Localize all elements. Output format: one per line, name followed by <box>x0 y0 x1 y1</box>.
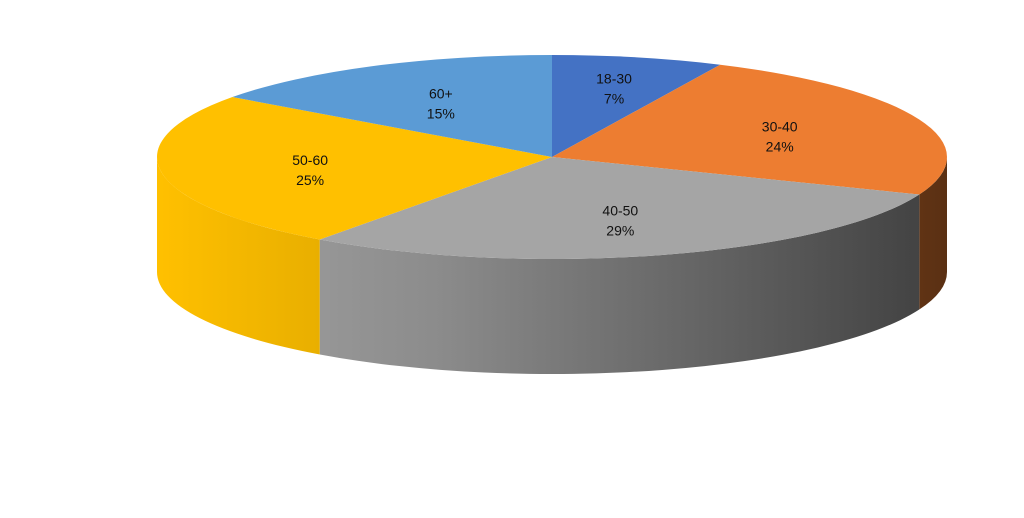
slice-value-label: 15% <box>427 106 455 122</box>
slice-value-label: 25% <box>296 172 324 188</box>
pie-tops <box>156 55 947 259</box>
slice-category-label: 60+ <box>429 86 453 102</box>
slice-value-label: 7% <box>604 90 624 106</box>
pie-side-40-50 <box>319 194 920 374</box>
slice-category-label: 50-60 <box>292 152 328 168</box>
pie-slice-50-60 <box>156 97 552 240</box>
pie-slice-40-50 <box>319 157 920 259</box>
slice-category-label: 18-30 <box>596 70 632 86</box>
pie-labels: 18-30 7% 30-40 24% 40-50 29% 50-60 25% 60+ 15% <box>292 70 798 238</box>
slice-category-label: 40-50 <box>602 203 638 219</box>
slice-value-label: 24% <box>766 139 794 155</box>
pie-slice-18-30 <box>552 55 721 157</box>
slice-category-label: 30-40 <box>762 119 798 135</box>
pie-side-50-60 <box>156 157 320 355</box>
slice-value-label: 29% <box>606 223 634 239</box>
pie-slice-30-40 <box>552 64 947 195</box>
pie-side-30-40 <box>919 157 947 310</box>
pie-sides <box>156 157 947 374</box>
pie-slice-60 <box>232 55 552 157</box>
